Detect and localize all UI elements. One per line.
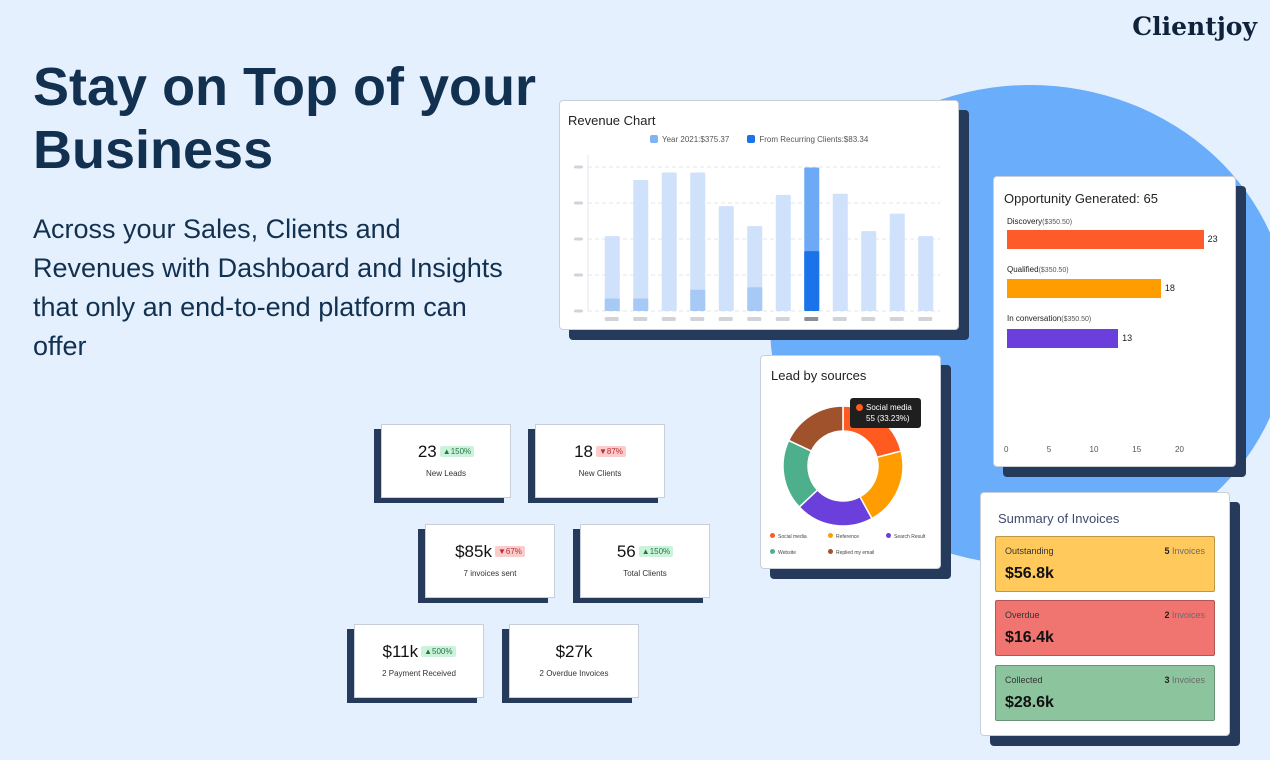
revenue-chart-title: Revenue Chart bbox=[568, 113, 656, 128]
bar-year-2021[interactable] bbox=[889, 213, 905, 311]
legend-swatch bbox=[650, 135, 658, 143]
revenue-chart-card: Revenue Chart Year 2021:$375.37 From Rec… bbox=[559, 100, 959, 330]
invoice-summary-title: Summary of Invoices bbox=[998, 511, 1120, 526]
x-tick-placeholder bbox=[861, 317, 876, 321]
y-tick-placeholder bbox=[574, 165, 583, 169]
y-tick-placeholder bbox=[574, 309, 583, 313]
stat-payment-received[interactable]: $11k ▲500% 2 Payment Received bbox=[354, 624, 484, 698]
x-tick-placeholder bbox=[918, 317, 933, 321]
x-tick-placeholder bbox=[832, 317, 847, 321]
opportunity-bar-value: 23 bbox=[1207, 234, 1218, 244]
stat-invoices-sent[interactable]: $85k ▼67% 7 invoices sent bbox=[425, 524, 555, 598]
opportunity-x-tick: 20 bbox=[1175, 445, 1184, 454]
x-tick-placeholder bbox=[661, 317, 676, 321]
bar-year-2021[interactable] bbox=[604, 236, 620, 311]
invoice-count: 5 Invoices bbox=[1164, 546, 1205, 556]
stat-overdue-invoices[interactable]: $27k 2 Overdue Invoices bbox=[509, 624, 639, 698]
lead-legend-item: Replied my email bbox=[828, 549, 874, 556]
x-tick-placeholder bbox=[633, 317, 648, 321]
brand-logo: Clientjoy bbox=[1132, 12, 1257, 41]
legend-item-year: Year 2021:$375.37 bbox=[650, 135, 729, 144]
x-tick-placeholder bbox=[690, 317, 705, 321]
bar-recurring[interactable] bbox=[690, 289, 706, 311]
x-tick-placeholder bbox=[747, 317, 762, 321]
stat-new-leads[interactable]: 23 ▲150% New Leads bbox=[381, 424, 511, 498]
bar-recurring[interactable] bbox=[633, 298, 649, 311]
hero-title: Stay on Top of your Business bbox=[33, 57, 536, 180]
legend-item-recurring: From Recurring Clients:$83.34 bbox=[747, 135, 868, 144]
bar-year-2021[interactable] bbox=[918, 236, 934, 311]
lead-legend-item: Reference bbox=[828, 533, 859, 540]
revenue-bar-chart bbox=[574, 155, 940, 321]
hero-subtitle: Across your Sales, Clients and Revenues … bbox=[33, 214, 503, 361]
opportunity-title: Opportunity Generated: 65 bbox=[1004, 191, 1158, 206]
stat-total-clients[interactable]: 56 ▲150% Total Clients bbox=[580, 524, 710, 598]
invoice-count: 2 Invoices bbox=[1164, 610, 1205, 620]
tooltip-dot bbox=[856, 404, 863, 411]
donut-tooltip: Social media 55 (33.23%) bbox=[850, 398, 921, 428]
invoice-outstanding[interactable]: Outstanding 5 Invoices $56.8k bbox=[995, 536, 1215, 592]
y-tick-placeholder bbox=[574, 201, 583, 205]
donut-slice[interactable] bbox=[787, 405, 844, 453]
bar-year-2021[interactable] bbox=[633, 179, 649, 311]
bar-year-2021[interactable] bbox=[690, 172, 706, 311]
bar-year-2021[interactable] bbox=[861, 231, 877, 311]
opportunity-bar[interactable] bbox=[1007, 329, 1119, 348]
legend-swatch bbox=[747, 135, 756, 143]
lead-legend-item: Social media bbox=[770, 533, 807, 540]
trend-badge: ▲150% bbox=[439, 446, 475, 457]
invoice-count: 3 Invoices bbox=[1164, 675, 1205, 685]
x-tick-placeholder bbox=[775, 317, 790, 321]
invoice-label: Overdue bbox=[1005, 610, 1040, 620]
y-tick-placeholder bbox=[574, 273, 583, 277]
y-tick-placeholder bbox=[574, 237, 583, 241]
opportunity-bar-value: 13 bbox=[1122, 333, 1133, 343]
trend-badge: ▼87% bbox=[595, 446, 626, 457]
bar-year-2021[interactable] bbox=[832, 193, 848, 311]
opportunity-bar[interactable] bbox=[1007, 279, 1161, 298]
opportunity-x-tick: 15 bbox=[1132, 445, 1142, 454]
bar-year-2021[interactable] bbox=[718, 206, 734, 311]
trend-badge: ▲500% bbox=[421, 646, 456, 657]
invoice-amount: $16.4k bbox=[1005, 629, 1054, 646]
bar-recurring[interactable] bbox=[804, 251, 820, 311]
x-tick-placeholder bbox=[718, 317, 733, 321]
opportunity-category-label: Qualified($350.50) bbox=[1007, 265, 1069, 274]
opportunity-category-label: Discovery($350.50) bbox=[1007, 217, 1073, 226]
x-tick-placeholder bbox=[889, 317, 904, 321]
opportunity-x-tick: 5 bbox=[1046, 445, 1052, 454]
bar-recurring[interactable] bbox=[604, 298, 620, 311]
bar-year-2021[interactable] bbox=[661, 172, 677, 311]
bar-year-2021[interactable] bbox=[775, 194, 791, 311]
revenue-legend: Year 2021:$375.37 From Recurring Clients… bbox=[650, 135, 868, 144]
opportunity-x-tick: 10 bbox=[1089, 445, 1099, 454]
bar-recurring[interactable] bbox=[747, 287, 763, 311]
invoice-label: Collected bbox=[1005, 675, 1043, 685]
trend-badge: ▼67% bbox=[494, 546, 525, 557]
invoice-summary-card: Summary of Invoices Outstanding 5 Invoic… bbox=[980, 492, 1230, 736]
invoice-collected[interactable]: Collected 3 Invoices $28.6k bbox=[995, 665, 1215, 721]
lead-legend-item: Search Result bbox=[886, 533, 925, 540]
x-tick-placeholder bbox=[804, 317, 819, 321]
lead-sources-title: Lead by sources bbox=[771, 368, 867, 383]
invoice-amount: $56.8k bbox=[1005, 565, 1054, 582]
opportunity-bar[interactable] bbox=[1007, 230, 1204, 249]
invoice-overdue[interactable]: Overdue 2 Invoices $16.4k bbox=[995, 600, 1215, 656]
opportunity-card: Opportunity Generated: 65 Discovery($350… bbox=[993, 176, 1236, 467]
invoice-label: Outstanding bbox=[1005, 546, 1054, 556]
trend-badge: ▲150% bbox=[638, 546, 674, 557]
opportunity-x-tick: 0 bbox=[1004, 445, 1009, 454]
lead-legend-item: Website bbox=[770, 549, 796, 556]
opportunity-bar-value: 18 bbox=[1164, 283, 1175, 293]
lead-sources-card: Lead by sources Social media 55 (33.23%)… bbox=[760, 355, 941, 569]
opportunity-category-label: In conversation($350.50) bbox=[1007, 314, 1092, 323]
stat-new-clients[interactable]: 18 ▼87% New Clients bbox=[535, 424, 665, 498]
invoice-amount: $28.6k bbox=[1005, 694, 1054, 711]
x-tick-placeholder bbox=[604, 317, 619, 321]
